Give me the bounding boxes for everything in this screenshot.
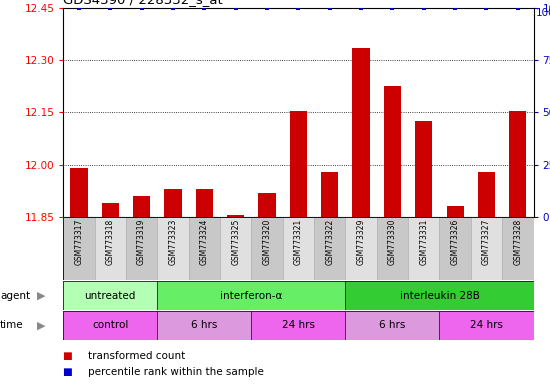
Point — [356, 5, 365, 11]
Text: time: time — [0, 320, 24, 331]
Text: ▶: ▶ — [37, 291, 46, 301]
Text: ▶: ▶ — [37, 320, 46, 331]
Bar — [157, 311, 251, 340]
Bar — [126, 217, 157, 280]
Bar — [478, 172, 495, 217]
Bar — [415, 121, 432, 217]
Bar — [251, 311, 345, 340]
Point — [451, 5, 460, 11]
Text: percentile rank within the sample: percentile rank within the sample — [88, 367, 264, 377]
Point — [138, 5, 146, 11]
Bar — [471, 217, 502, 280]
Bar — [447, 207, 464, 217]
Bar — [95, 217, 126, 280]
Text: ■: ■ — [63, 367, 76, 377]
Bar — [384, 86, 401, 217]
Text: interleukin 28B: interleukin 28B — [399, 291, 480, 301]
Bar — [314, 217, 345, 280]
Text: GSM773322: GSM773322 — [325, 219, 334, 265]
Bar — [509, 111, 526, 217]
Bar — [345, 217, 377, 280]
Text: GSM773321: GSM773321 — [294, 219, 303, 265]
Bar — [102, 203, 119, 217]
Point — [262, 5, 271, 11]
Text: 6 hrs: 6 hrs — [379, 320, 405, 331]
Point — [513, 5, 522, 11]
Bar — [196, 189, 213, 217]
Text: 6 hrs: 6 hrs — [191, 320, 217, 331]
Bar — [63, 311, 157, 340]
Text: 24 hrs: 24 hrs — [282, 320, 315, 331]
Point — [325, 5, 334, 11]
Bar — [290, 111, 307, 217]
Point — [419, 5, 428, 11]
Text: GSM773324: GSM773324 — [200, 219, 209, 265]
Bar — [439, 311, 534, 340]
Bar — [63, 217, 95, 280]
Text: interferon-α: interferon-α — [220, 291, 283, 301]
Bar — [502, 217, 534, 280]
Text: GSM773331: GSM773331 — [419, 219, 428, 265]
Bar — [345, 311, 439, 340]
Bar — [439, 217, 471, 280]
Text: GSM773329: GSM773329 — [356, 219, 366, 265]
Text: GDS4390 / 228332_s_at: GDS4390 / 228332_s_at — [63, 0, 223, 7]
Text: ■: ■ — [63, 351, 76, 361]
Bar — [345, 281, 534, 310]
Text: agent: agent — [0, 291, 30, 301]
Bar — [227, 215, 244, 217]
Bar — [321, 172, 338, 217]
Bar — [157, 217, 189, 280]
Text: GSM773323: GSM773323 — [168, 219, 178, 265]
Bar — [189, 217, 220, 280]
Text: GSM773318: GSM773318 — [106, 219, 115, 265]
Bar — [63, 281, 157, 310]
Text: GSM773317: GSM773317 — [74, 219, 84, 265]
Text: control: control — [92, 320, 129, 331]
Point — [106, 5, 114, 11]
Bar — [70, 168, 87, 217]
Point — [200, 5, 209, 11]
Text: 100%: 100% — [536, 8, 550, 18]
Bar — [133, 196, 150, 217]
Text: GSM773319: GSM773319 — [137, 219, 146, 265]
Text: GSM773330: GSM773330 — [388, 219, 397, 265]
Text: untreated: untreated — [85, 291, 136, 301]
Text: GSM773325: GSM773325 — [231, 219, 240, 265]
Text: 24 hrs: 24 hrs — [470, 320, 503, 331]
Text: GSM773326: GSM773326 — [450, 219, 460, 265]
Point — [232, 5, 240, 11]
Bar — [164, 189, 182, 217]
Point — [388, 5, 397, 11]
Bar — [251, 217, 283, 280]
Text: GSM773327: GSM773327 — [482, 219, 491, 265]
Bar — [258, 192, 276, 217]
Bar — [377, 217, 408, 280]
Bar — [283, 217, 314, 280]
Text: GSM773320: GSM773320 — [262, 219, 272, 265]
Bar — [353, 48, 370, 217]
Bar — [220, 217, 251, 280]
Point — [482, 5, 491, 11]
Bar — [408, 217, 439, 280]
Point — [168, 5, 177, 11]
Point — [294, 5, 302, 11]
Bar — [157, 281, 345, 310]
Point — [74, 5, 84, 11]
Text: GSM773328: GSM773328 — [513, 219, 522, 265]
Text: transformed count: transformed count — [88, 351, 185, 361]
